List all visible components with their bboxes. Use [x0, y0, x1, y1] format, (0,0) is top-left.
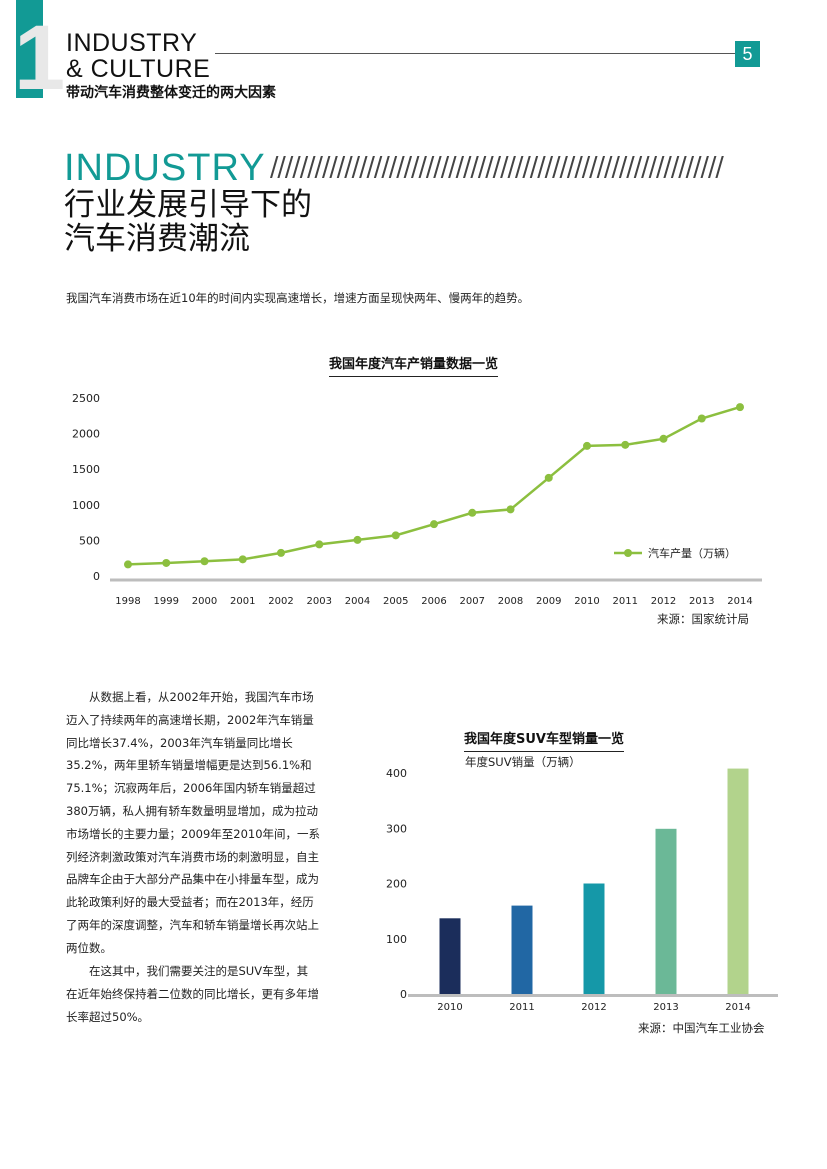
y-tick-label: 300	[386, 822, 407, 835]
section-name-line2: & CULTURE	[66, 55, 211, 83]
x-tick-label: 2009	[536, 596, 561, 607]
x-tick-label: 2008	[498, 596, 523, 607]
title-hatch-decoration: ////////////////////////////////////////…	[270, 151, 724, 182]
series-line	[127, 405, 741, 566]
x-tick-label: 2007	[460, 596, 485, 607]
chart2-source: 来源：中国汽车工业协会	[638, 1021, 765, 1035]
legend-label: 汽车产量（万辆）	[648, 546, 736, 560]
data-point	[200, 557, 209, 566]
data-point	[277, 548, 285, 557]
x-tick-label: 2000	[192, 596, 217, 607]
x-tick-label: 1999	[154, 596, 179, 607]
chart1-title-wrap: 我国年度汽车产销量数据一览	[0, 353, 827, 377]
x-tick-label: 2013	[653, 1002, 678, 1013]
data-point	[697, 414, 706, 423]
y-tick-label: 2000	[72, 428, 100, 441]
paragraph-line: 在近年始终保持着二位数的同比增长，更有多年增	[66, 986, 319, 1001]
data-point	[238, 555, 247, 564]
y-tick-label: 2500	[72, 392, 100, 405]
x-tick-label: 2014	[725, 1002, 750, 1013]
bar	[655, 828, 677, 994]
chart2-ylabel: 年度SUV销量（万辆）	[465, 755, 581, 769]
x-tick-label: 2003	[307, 596, 332, 607]
y-tick-label: 0	[400, 988, 407, 1001]
y-tick-label: 400	[386, 767, 407, 780]
paragraph-2-lines: 在这其中，我们需要关注的是SUV车型，其在近年始终保持着二位数的同比增长，更有多…	[66, 960, 346, 1028]
paragraph-1-lines: 从数据上看，从2002年开始，我国汽车市场迈入了持续两年的高速增长期，2002年…	[66, 686, 346, 960]
y-tick-label: 500	[79, 534, 100, 547]
paragraph-line: 长率超过50%。	[66, 1009, 150, 1024]
y-tick-label: 200	[386, 878, 407, 891]
x-tick-label: 2002	[268, 596, 293, 607]
x-tick-label: 2005	[383, 596, 408, 607]
x-tick-label: 2011	[613, 596, 638, 607]
data-point	[315, 540, 324, 549]
y-tick-label: 1000	[72, 499, 100, 512]
intro-text: 我国汽车消费市场在近10年的时间内实现高速增长，增速方面呈现快两年、慢两年的趋势…	[66, 291, 530, 305]
chinese-headline-line1: 行业发展引导下的	[64, 187, 312, 223]
x-tick-label: 2014	[727, 596, 752, 607]
x-tick-label: 2004	[345, 596, 370, 607]
bar	[439, 918, 461, 994]
data-point	[468, 508, 477, 517]
x-tick-label: 2001	[230, 596, 255, 607]
paragraph-line: 列经济刺激政策对汽车消费市场的刺激明显，自主	[66, 849, 319, 864]
paragraph-line: 在这其中，我们需要关注的是SUV车型，其	[89, 964, 309, 978]
y-tick-label: 0	[93, 570, 100, 583]
chart1-title: 我国年度汽车产销量数据一览	[328, 353, 498, 377]
x-tick-label: 2012	[581, 1002, 606, 1013]
bar	[583, 883, 605, 994]
data-point	[583, 441, 591, 450]
industry-title: INDUSTRY	[64, 147, 266, 189]
x-tick-label: 2006	[421, 596, 446, 607]
data-point	[659, 434, 668, 443]
body-paragraph-1: 从数据上看，从2002年开始，我国汽车市场迈入了持续两年的高速增长期，2002年…	[66, 686, 346, 960]
chart1-source: 来源：国家统计局	[657, 612, 749, 626]
x-tick-label: 2013	[689, 596, 714, 607]
data-point	[736, 403, 744, 412]
paragraph-line: 380万辆，私人拥有轿车数量明显增加，成为拉动	[66, 803, 318, 818]
x-tick-label: 1998	[115, 596, 140, 607]
paragraph-line: 两位数。	[66, 940, 112, 955]
page-number: 5	[735, 41, 760, 67]
data-point	[430, 520, 438, 529]
paragraph-line: 75.1%；沉寂两年后，2006年国内轿车销量超过	[66, 781, 316, 796]
data-point	[391, 531, 400, 540]
data-point	[353, 535, 362, 544]
paragraph-line: 了两年的深度调整，汽车和轿车销量增长再次站上	[66, 917, 319, 932]
x-tick-label: 2012	[651, 596, 676, 607]
body-paragraph-2: 在这其中，我们需要关注的是SUV车型，其在近年始终保持着二位数的同比增长，更有多…	[66, 960, 346, 1028]
paragraph-line: 35.2%，两年里轿车销量增幅更是达到56.1%和	[66, 758, 312, 773]
section-subtitle: 带动汽车消费整体变迁的两大因素	[66, 85, 276, 101]
suv-bar-chart: 400 300 200 100 0 2010 2011 2012 2013 2014	[386, 767, 778, 1013]
paragraph-line: 从数据上看，从2002年开始，我国汽车市场	[89, 690, 314, 704]
section-number-block	[16, 0, 43, 98]
x-tick-label: 2010	[574, 596, 599, 607]
data-point	[506, 505, 515, 514]
paragraph-line: 迈入了持续两年的高速增长期，2002年汽车销量	[66, 712, 314, 727]
chart2-title: 我国年度SUV车型销量一览	[464, 728, 624, 752]
bar	[727, 768, 749, 994]
section-name-line1: INDUSTRY	[66, 29, 198, 57]
data-point	[621, 440, 630, 449]
data-point	[124, 560, 132, 569]
x-tick-label: 2010	[437, 1002, 462, 1013]
legend-marker	[624, 549, 632, 557]
header-rule	[215, 53, 735, 54]
data-point	[544, 473, 553, 482]
section-number: 1	[14, 7, 65, 109]
y-tick-label: 1500	[72, 463, 100, 476]
paragraph-line: 市场增长的主要力量；2009年至2010年间，一系	[66, 826, 321, 841]
x-tick-label: 2011	[509, 1002, 534, 1013]
bar	[511, 905, 533, 994]
data-point	[162, 558, 171, 567]
paragraph-line: 同比增长37.4%，2003年汽车销量同比增长	[66, 735, 293, 750]
paragraph-line: 品牌车企由于大部分产品集中在小排量车型，成为	[66, 872, 319, 887]
y-tick-label: 100	[386, 933, 407, 946]
production-line-chart: 2500 2000 1500 1000 500 0 1998 1999 2000 2001 2002…	[72, 392, 762, 607]
chinese-headline-line2: 汽车消费潮流	[64, 221, 250, 257]
paragraph-line: 此轮政策利好的最大受益者；而在2013年，经历	[66, 895, 314, 910]
